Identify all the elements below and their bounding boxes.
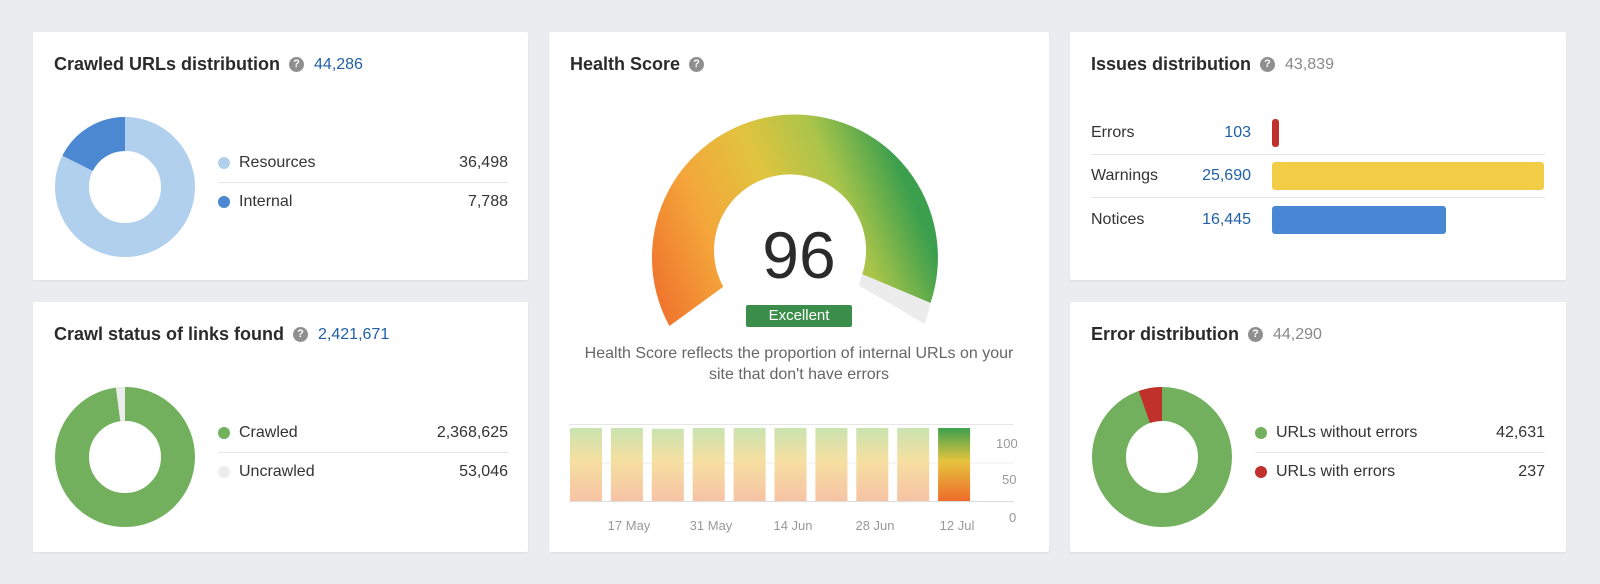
issue-value[interactable]: 103 <box>1224 124 1251 141</box>
total-count: 44,290 <box>1273 325 1322 343</box>
crawled-urls-card: Crawled URLs distribution ? 44,286 Resou… <box>33 32 528 280</box>
legend-item-crawled[interactable]: Crawled 2,368,625 <box>218 414 508 452</box>
legend-dot <box>218 465 230 478</box>
legend-value: 53,046 <box>459 462 508 480</box>
issue-bar-notices[interactable] <box>1272 205 1447 234</box>
history-bar[interactable] <box>733 428 766 501</box>
history-bar[interactable] <box>774 428 807 501</box>
card-header: Health Score ? <box>570 54 705 75</box>
history-bar[interactable] <box>856 428 889 501</box>
issue-value[interactable]: 25,690 <box>1202 167 1251 184</box>
legend-item-urls-with-errors[interactable]: URLs with errors 237 <box>1255 452 1545 490</box>
legend-item-urls-without-errors[interactable]: URLs without errors 42,631 <box>1255 414 1545 452</box>
legend-item-uncrawled[interactable]: Uncrawled 53,046 <box>218 452 508 490</box>
donut-slice-uncrawled[interactable] <box>55 387 195 527</box>
score-rating-badge: Excellent <box>746 305 852 327</box>
gauge-remaining-arc <box>858 274 931 324</box>
chart-legend: Crawled 2,368,625 Uncrawled 53,046 <box>218 414 508 490</box>
chart-legend: URLs without errors 42,631 URLs with err… <box>1255 414 1545 490</box>
y-tick-50: 50 <box>1002 472 1017 487</box>
health-score-value: 96 <box>762 218 836 292</box>
help-icon[interactable]: ? <box>1260 57 1276 72</box>
help-icon[interactable]: ? <box>293 327 309 342</box>
card-header: Issues distribution ? 43,839 <box>1091 54 1334 75</box>
x-tick: 28 Jun <box>855 518 895 533</box>
history-bar[interactable] <box>610 428 643 501</box>
legend-label: Internal <box>239 192 293 210</box>
card-title: Crawl status of links found <box>54 324 285 344</box>
legend-dot <box>1255 465 1267 478</box>
legend-label: Uncrawled <box>239 462 315 480</box>
issue-label: Warnings <box>1091 167 1158 184</box>
issue-bar-track <box>1272 119 1544 147</box>
legend-item-resources[interactable]: Resources 36,498 <box>218 144 508 182</box>
legend-value: 42,631 <box>1496 424 1545 441</box>
issue-label: Notices <box>1091 210 1145 228</box>
chart-legend: Resources 36,498 Internal 7,788 <box>218 144 508 220</box>
issue-row-errors[interactable]: Errors 103 <box>1091 112 1545 155</box>
issues-distribution-card: Issues distribution ? 43,839 Errors 103 … <box>1070 32 1566 280</box>
issue-bar-warnings[interactable] <box>1272 162 1544 190</box>
health-score-description: Health Score reflects the proportion of … <box>584 345 1014 383</box>
history-bars <box>570 428 971 501</box>
card-title: Crawled URLs distribution <box>54 54 281 74</box>
total-count[interactable]: 44,286 <box>314 55 363 73</box>
card-title: Error distribution <box>1091 324 1239 344</box>
issue-bar-track <box>1272 205 1544 234</box>
error-distribution-card: Error distribution ? 44,290 URLs without… <box>1070 302 1566 552</box>
issue-value[interactable]: 16,445 <box>1202 210 1251 228</box>
y-tick-0: 0 <box>1009 510 1017 525</box>
legend-dot <box>218 157 230 169</box>
crawl-status-card: Crawl status of links found ? 2,421,671 … <box>33 302 528 552</box>
legend-label: URLs without errors <box>1276 424 1418 441</box>
issue-row-warnings[interactable]: Warnings 25,690 <box>1091 155 1545 198</box>
legend-value: 36,498 <box>459 154 508 171</box>
x-tick: 12 Jul <box>939 518 975 533</box>
y-tick-100: 100 <box>996 436 1018 451</box>
health-score-history-chart <box>569 424 1014 502</box>
total-count: 43,839 <box>1285 55 1334 73</box>
legend-label: Resources <box>239 154 316 171</box>
history-bar[interactable] <box>651 428 684 501</box>
crawl-status-donut-chart <box>55 387 195 527</box>
gauge-filled-arc <box>651 114 938 326</box>
health-score-card: Health Score ? 96 Excellent Health Score… <box>549 32 1049 552</box>
crawled-urls-donut-chart <box>55 117 195 257</box>
legend-dot <box>218 427 230 439</box>
x-tick: 14 Jun <box>773 518 813 533</box>
legend-label: Crawled <box>239 424 298 441</box>
health-score-gauge <box>651 114 938 326</box>
history-bar[interactable] <box>815 428 848 501</box>
help-icon[interactable]: ? <box>289 57 305 72</box>
issue-bar-track <box>1272 162 1544 190</box>
legend-label: URLs with errors <box>1276 462 1396 480</box>
history-bar[interactable] <box>897 428 930 501</box>
legend-dot <box>1255 427 1267 439</box>
legend-item-internal[interactable]: Internal 7,788 <box>218 182 508 220</box>
issue-row-notices[interactable]: Notices 16,445 <box>1091 198 1545 241</box>
legend-value: 7,788 <box>467 192 508 210</box>
history-bar[interactable] <box>570 428 602 501</box>
card-title: Issues distribution <box>1091 54 1252 74</box>
history-bar[interactable] <box>938 428 971 501</box>
error-distribution-donut-chart <box>1092 387 1232 527</box>
issue-label: Errors <box>1091 124 1135 141</box>
card-header: Error distribution ? 44,290 <box>1091 324 1322 345</box>
card-title: Health Score <box>570 54 681 74</box>
help-icon[interactable]: ? <box>1248 327 1263 342</box>
help-icon[interactable]: ? <box>689 57 705 72</box>
card-header: Crawl status of links found ? 2,421,671 <box>54 324 389 345</box>
issue-bar-errors[interactable] <box>1272 119 1279 147</box>
total-count[interactable]: 2,421,671 <box>318 325 390 343</box>
x-tick: 17 May <box>607 518 651 533</box>
card-header: Crawled URLs distribution ? 44,286 <box>54 54 363 75</box>
legend-value: 237 <box>1518 462 1545 480</box>
x-tick: 31 May <box>689 518 733 533</box>
legend-dot <box>218 195 230 208</box>
donut-slice-internal[interactable] <box>55 117 195 257</box>
history-bar[interactable] <box>692 428 725 501</box>
legend-value: 2,368,625 <box>436 424 508 441</box>
donut-slice-with-errors[interactable] <box>1092 387 1232 527</box>
